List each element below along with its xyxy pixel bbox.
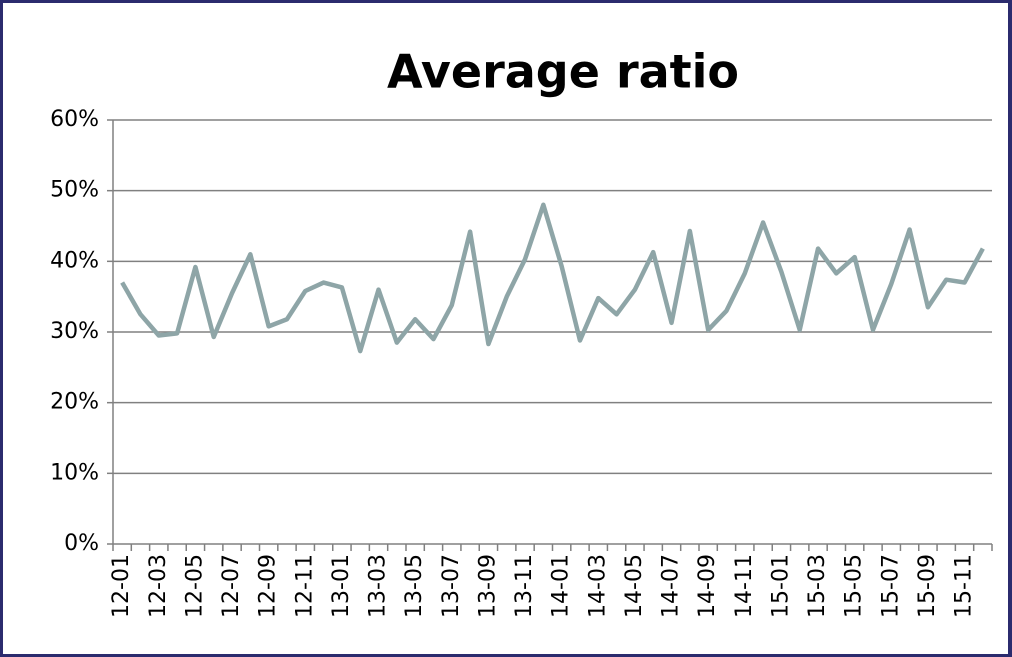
x-tick-label: 13-01 xyxy=(329,554,354,618)
x-tick-label: 13-07 xyxy=(439,554,464,618)
x-tick-label: 13-03 xyxy=(366,554,391,618)
x-tick-label: 14-11 xyxy=(732,554,757,618)
x-tick-label: 12-07 xyxy=(219,554,244,618)
x-tick-label: 15-11 xyxy=(952,554,977,618)
x-tick-label: 15-07 xyxy=(878,554,903,618)
y-tick-label: 50% xyxy=(50,178,99,203)
y-tick-label: 40% xyxy=(50,248,99,273)
x-tick-label: 14-05 xyxy=(622,554,647,618)
x-tick-label: 14-07 xyxy=(659,554,684,618)
x-tick-label: 12-05 xyxy=(182,554,207,618)
x-tick-label: 12-03 xyxy=(146,554,171,618)
x-tick-label: 15-05 xyxy=(842,554,867,618)
data-line xyxy=(120,202,985,354)
y-tick-label: 20% xyxy=(50,390,99,415)
x-tick-label: 15-09 xyxy=(915,554,940,618)
y-tick-label: 0% xyxy=(64,531,99,556)
x-tick-label: 14-03 xyxy=(585,554,610,618)
x-tick-label: 15-01 xyxy=(768,554,793,618)
x-tick-label: 13-11 xyxy=(512,554,537,618)
y-tick-label: 30% xyxy=(50,319,99,344)
x-tick-label: 14-01 xyxy=(549,554,574,618)
y-tick-label: 60% xyxy=(50,107,99,132)
x-tick-label: 12-11 xyxy=(292,554,317,618)
x-tick-label: 13-05 xyxy=(402,554,427,618)
chart: Average ratio 0% 10% 20% 30% 40% 50% 60% 12-01 1… xyxy=(50,45,993,618)
x-tick-label: 12-01 xyxy=(109,554,134,618)
x-tick-label: 13-09 xyxy=(475,554,500,618)
x-tick-label: 15-03 xyxy=(805,554,830,618)
y-tick-label: 10% xyxy=(50,460,99,485)
chart-title: Average ratio xyxy=(387,45,739,99)
x-tick-label: 12-09 xyxy=(256,554,281,618)
x-tick-label: 14-09 xyxy=(695,554,720,618)
